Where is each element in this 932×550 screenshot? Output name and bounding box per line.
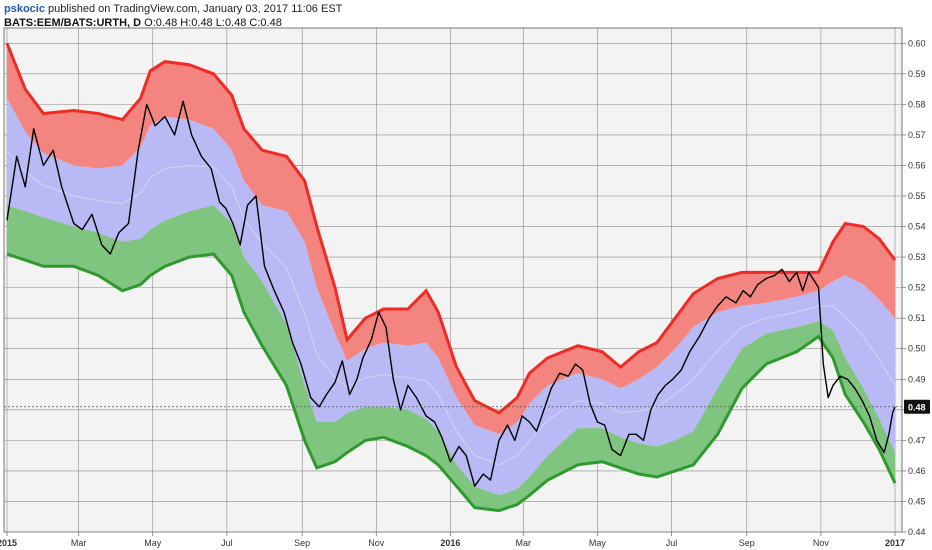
chart-header: pskocic published on TradingView.com, Ja…: [4, 2, 342, 30]
y-tick-label: 0.59: [908, 69, 926, 79]
x-tick-label: Sep: [294, 538, 310, 548]
y-tick-label: 0.55: [908, 191, 926, 201]
publish-line: pskocic published on TradingView.com, Ja…: [4, 2, 342, 16]
price-axis[interactable]: 0.44 0.45 0.46 0.47 0.48 0.49 0.50 0.51 0.52 0.53…: [902, 38, 930, 537]
y-tick-label: 0.53: [908, 252, 926, 262]
y-tick-label: 0.58: [908, 99, 926, 109]
x-tick-label: Jul: [666, 538, 678, 548]
lower-band-fill: [7, 205, 895, 511]
y-tick-label: 0.60: [908, 38, 926, 48]
x-tick-label: Mar: [71, 538, 87, 548]
y-tick-label: 0.56: [908, 160, 926, 170]
y-tick-label: 0.44: [908, 527, 926, 537]
price-line: [6, 100, 896, 487]
x-tick-label: 2015: [0, 538, 17, 548]
x-tick-label: 2016: [440, 538, 460, 548]
x-tick-label: May: [144, 538, 162, 548]
author-link[interactable]: pskocic: [4, 3, 45, 15]
last-price-badge: [904, 399, 930, 414]
x-tick-label: Nov: [368, 538, 385, 548]
midline: [6, 151, 896, 466]
y-tick-label: 0.45: [908, 496, 926, 506]
bands-layer: [5, 42, 897, 513]
y-tick-label: 0.47: [908, 435, 926, 445]
upper-band-line: [5, 42, 897, 415]
ohlc-close: C:0.48: [249, 17, 282, 29]
ohlc-high: H:0.48: [180, 17, 213, 29]
x-tick-label: Mar: [516, 538, 532, 548]
y-tick-label: 0.50: [908, 344, 926, 354]
ohlc-open: O:0.48: [144, 17, 178, 29]
y-tick-label: 0.52: [908, 283, 926, 293]
x-tick-label: 2017: [885, 538, 905, 548]
y-tick-label: 0.57: [908, 130, 926, 140]
x-tick-label: Jul: [221, 538, 233, 548]
lower-band-line: [6, 252, 897, 513]
symbol-line: BATS:EEM/BATS:URTH, D O:0.48 H:0.48 L:0.…: [4, 16, 342, 30]
last-price-label: 0.48: [908, 402, 926, 412]
x-tick-label: Sep: [739, 538, 755, 548]
x-tick-label: Nov: [813, 538, 830, 548]
time-axis[interactable]: 2015 Mar May Jul Sep Nov 2016 Mar May Jul Sep Nov 20…: [0, 532, 905, 548]
symbol-name: BATS:EEM/BATS:URTH, D: [4, 17, 142, 29]
x-tick-label: May: [589, 538, 607, 548]
y-tick-label: 0.51: [908, 313, 926, 323]
price-layer: [6, 100, 896, 487]
y-tick-label: 0.49: [908, 374, 926, 384]
publish-info: published on TradingView.com, January 03…: [48, 3, 343, 15]
y-tick-label: 0.54: [908, 222, 926, 232]
upper-band-fill: [7, 43, 895, 435]
ohlc-low: L:0.48: [215, 17, 247, 29]
y-tick-label: 0.46: [908, 466, 926, 476]
